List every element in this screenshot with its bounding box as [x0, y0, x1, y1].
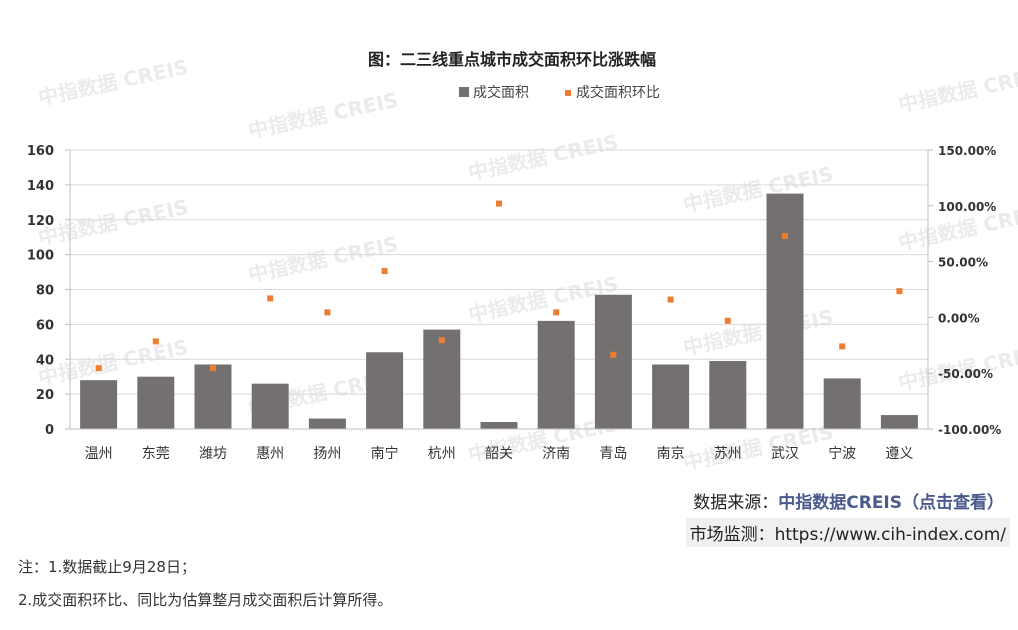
- watermark-text: 中指数据 CREIS: [36, 55, 190, 110]
- dot: [210, 365, 216, 372]
- legend-dot-swatch: [565, 90, 571, 96]
- monitor-label: 市场监测：: [689, 525, 775, 545]
- y-right-tick-label: 150.00%: [938, 144, 996, 158]
- axes: 0 20 40 60 80 100 120 140 160 -100.00% -50.00% 0.00…: [27, 144, 1001, 462]
- y-left-tick-label: 40: [36, 353, 54, 368]
- x-tick-label: 潍坊: [199, 446, 227, 462]
- note-1: 注：1.数据截止9月28日；: [18, 558, 196, 576]
- bar: [366, 352, 404, 429]
- y-left-tick-label: 100: [27, 249, 54, 264]
- legend-dot-label: 成交面积环比: [576, 84, 660, 101]
- dot-series: [95, 200, 903, 372]
- legend: 成交面积 成交面积环比: [459, 84, 660, 101]
- x-tick-label: 宁波: [828, 445, 856, 462]
- x-tick-label: 杭州: [428, 446, 456, 462]
- watermark-text: 中指数据 CREIS: [36, 195, 190, 250]
- y-left-tick-label: 160: [27, 144, 54, 159]
- bar: [423, 329, 461, 429]
- bar: [480, 422, 518, 429]
- dot: [896, 288, 903, 295]
- dot: [95, 365, 102, 372]
- bar: [251, 383, 289, 429]
- y-left-tick-label: 60: [36, 318, 54, 333]
- watermark-text: 中指数据 CREIS: [246, 232, 400, 287]
- bar: [709, 360, 747, 429]
- dot: [724, 317, 731, 324]
- dot: [839, 343, 846, 350]
- watermark-text: 中指数据 CREIS: [681, 420, 835, 475]
- x-tick-label: 苏州: [714, 446, 742, 462]
- x-tick-label: 遵义: [885, 445, 913, 462]
- data-source: 数据来源：中指数据CREIS（点击查看）: [693, 488, 1004, 513]
- bar: [594, 294, 632, 429]
- dot: [610, 351, 617, 358]
- x-tick-label: 扬州: [313, 446, 341, 462]
- x-tick-label: 南京: [657, 446, 685, 462]
- x-tick-label: 温州: [85, 446, 113, 462]
- x-tick-label: 韶关: [485, 446, 513, 462]
- dot: [553, 309, 560, 316]
- y-left-tick-label: 80: [36, 284, 54, 299]
- watermark-text: 中指数据 CREIS: [246, 88, 400, 143]
- dot: [152, 338, 159, 345]
- source-link[interactable]: 中指数据CREIS（点击查看）: [778, 493, 1004, 513]
- y-right-tick-label: 50.00%: [938, 256, 988, 270]
- dot: [438, 337, 445, 344]
- chart: 中指数据 CREIS 中指数据 CREIS 中指数据 CREIS 中指数据 CREIS…: [27, 50, 1018, 475]
- source-label: 数据来源：: [693, 493, 779, 513]
- bar: [823, 378, 861, 429]
- y-left-tick-label: 20: [36, 388, 54, 403]
- watermark-text: 中指数据 CREIS: [681, 305, 835, 360]
- legend-bar-swatch: [459, 87, 469, 97]
- x-tick-label: 武汉: [771, 446, 799, 462]
- y-left-tick-label: 0: [45, 423, 54, 438]
- dot: [324, 309, 331, 316]
- y-right-tick-label: -100.00%: [938, 423, 1001, 437]
- watermark-layer: 中指数据 CREIS 中指数据 CREIS 中指数据 CREIS 中指数据 CREIS…: [36, 55, 1018, 475]
- y-left-tick-label: 140: [27, 179, 54, 194]
- note-2: 2.成交面积环比、同比为估算整月成交面积后计算所得。: [18, 591, 393, 609]
- bar-series: [80, 193, 918, 429]
- x-tick-label: 东莞: [142, 446, 170, 462]
- bar: [766, 193, 804, 429]
- dot: [381, 268, 388, 275]
- bar: [652, 364, 690, 429]
- dot: [667, 296, 674, 303]
- legend-bar-label: 成交面积: [473, 84, 529, 101]
- watermark-text: 中指数据 CREIS: [466, 130, 620, 185]
- bar: [880, 415, 918, 429]
- bar: [137, 376, 175, 429]
- dot: [267, 295, 274, 302]
- watermark-text: 中指数据 CREIS: [896, 62, 1018, 117]
- monitor-url[interactable]: https://www.cih-index.com/: [774, 525, 1006, 545]
- y-right-tick-label: 100.00%: [938, 200, 996, 214]
- bar: [80, 380, 118, 429]
- y-right-tick-label: 0.00%: [938, 311, 980, 325]
- y-right-tick-label: -50.00%: [938, 367, 993, 381]
- bar: [194, 364, 232, 429]
- watermark-text: 中指数据 CREIS: [681, 162, 835, 217]
- dot: [782, 232, 788, 239]
- x-tick-label: 济南: [542, 446, 570, 462]
- chart-title: 图：二三线重点城市成交面积环比涨跌幅: [368, 50, 656, 69]
- x-tick-label: 南宁: [371, 445, 399, 462]
- bar: [537, 320, 575, 429]
- x-tick-label: 惠州: [256, 446, 284, 462]
- x-tick-label: 青岛: [599, 446, 627, 462]
- y-left-tick-label: 120: [27, 214, 54, 229]
- market-monitor: 市场监测：https://www.cih-index.com/: [685, 518, 1010, 547]
- dot: [496, 200, 502, 207]
- bar: [308, 418, 346, 429]
